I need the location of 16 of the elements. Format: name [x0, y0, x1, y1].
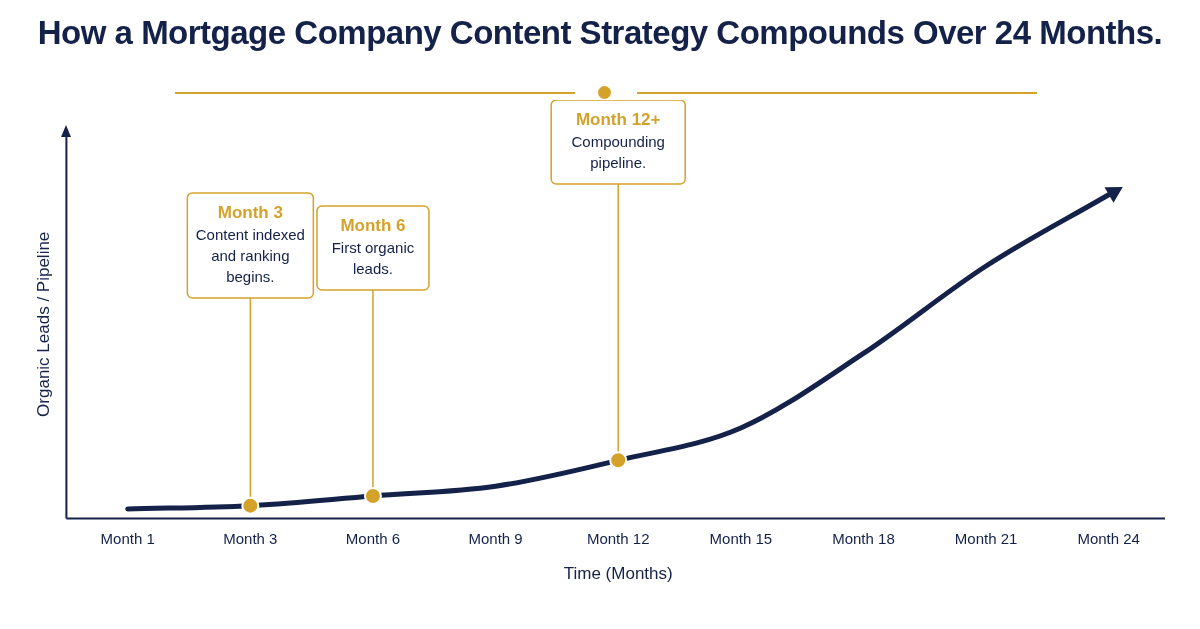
x-tick-label: Month 3	[223, 529, 278, 547]
x-tick-label: Month 9	[468, 529, 523, 547]
x-axis-title: Time (Months)	[563, 564, 673, 584]
annotation: Month 12+ Compounding pipeline.	[571, 109, 665, 172]
x-tick-label: Month 24	[1077, 529, 1140, 547]
x-tick-label: Month 1	[100, 529, 155, 547]
y-axis-title: Organic Leads / Pipeline	[33, 231, 53, 417]
point	[1104, 186, 1123, 203]
x-tick-label: Month 12	[586, 529, 650, 547]
x-tick-label: Month 15	[709, 529, 773, 547]
x-tick-label: Month 6	[345, 529, 401, 547]
x-tick-label: Month 21	[954, 529, 1018, 547]
annotation: Month 3 Content indexed and ranking begins.	[195, 202, 305, 286]
chart-title: How a Mortgage Company Content Strategy Compounds Over 24 Months.	[36, 14, 1164, 52]
x-tick-label: Month 18	[832, 529, 895, 547]
annotation: Month 6 First organic leads.	[331, 215, 415, 278]
